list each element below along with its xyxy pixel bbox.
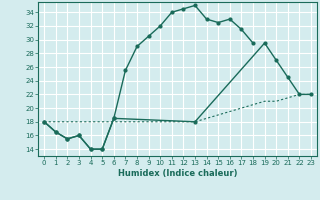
X-axis label: Humidex (Indice chaleur): Humidex (Indice chaleur): [118, 169, 237, 178]
